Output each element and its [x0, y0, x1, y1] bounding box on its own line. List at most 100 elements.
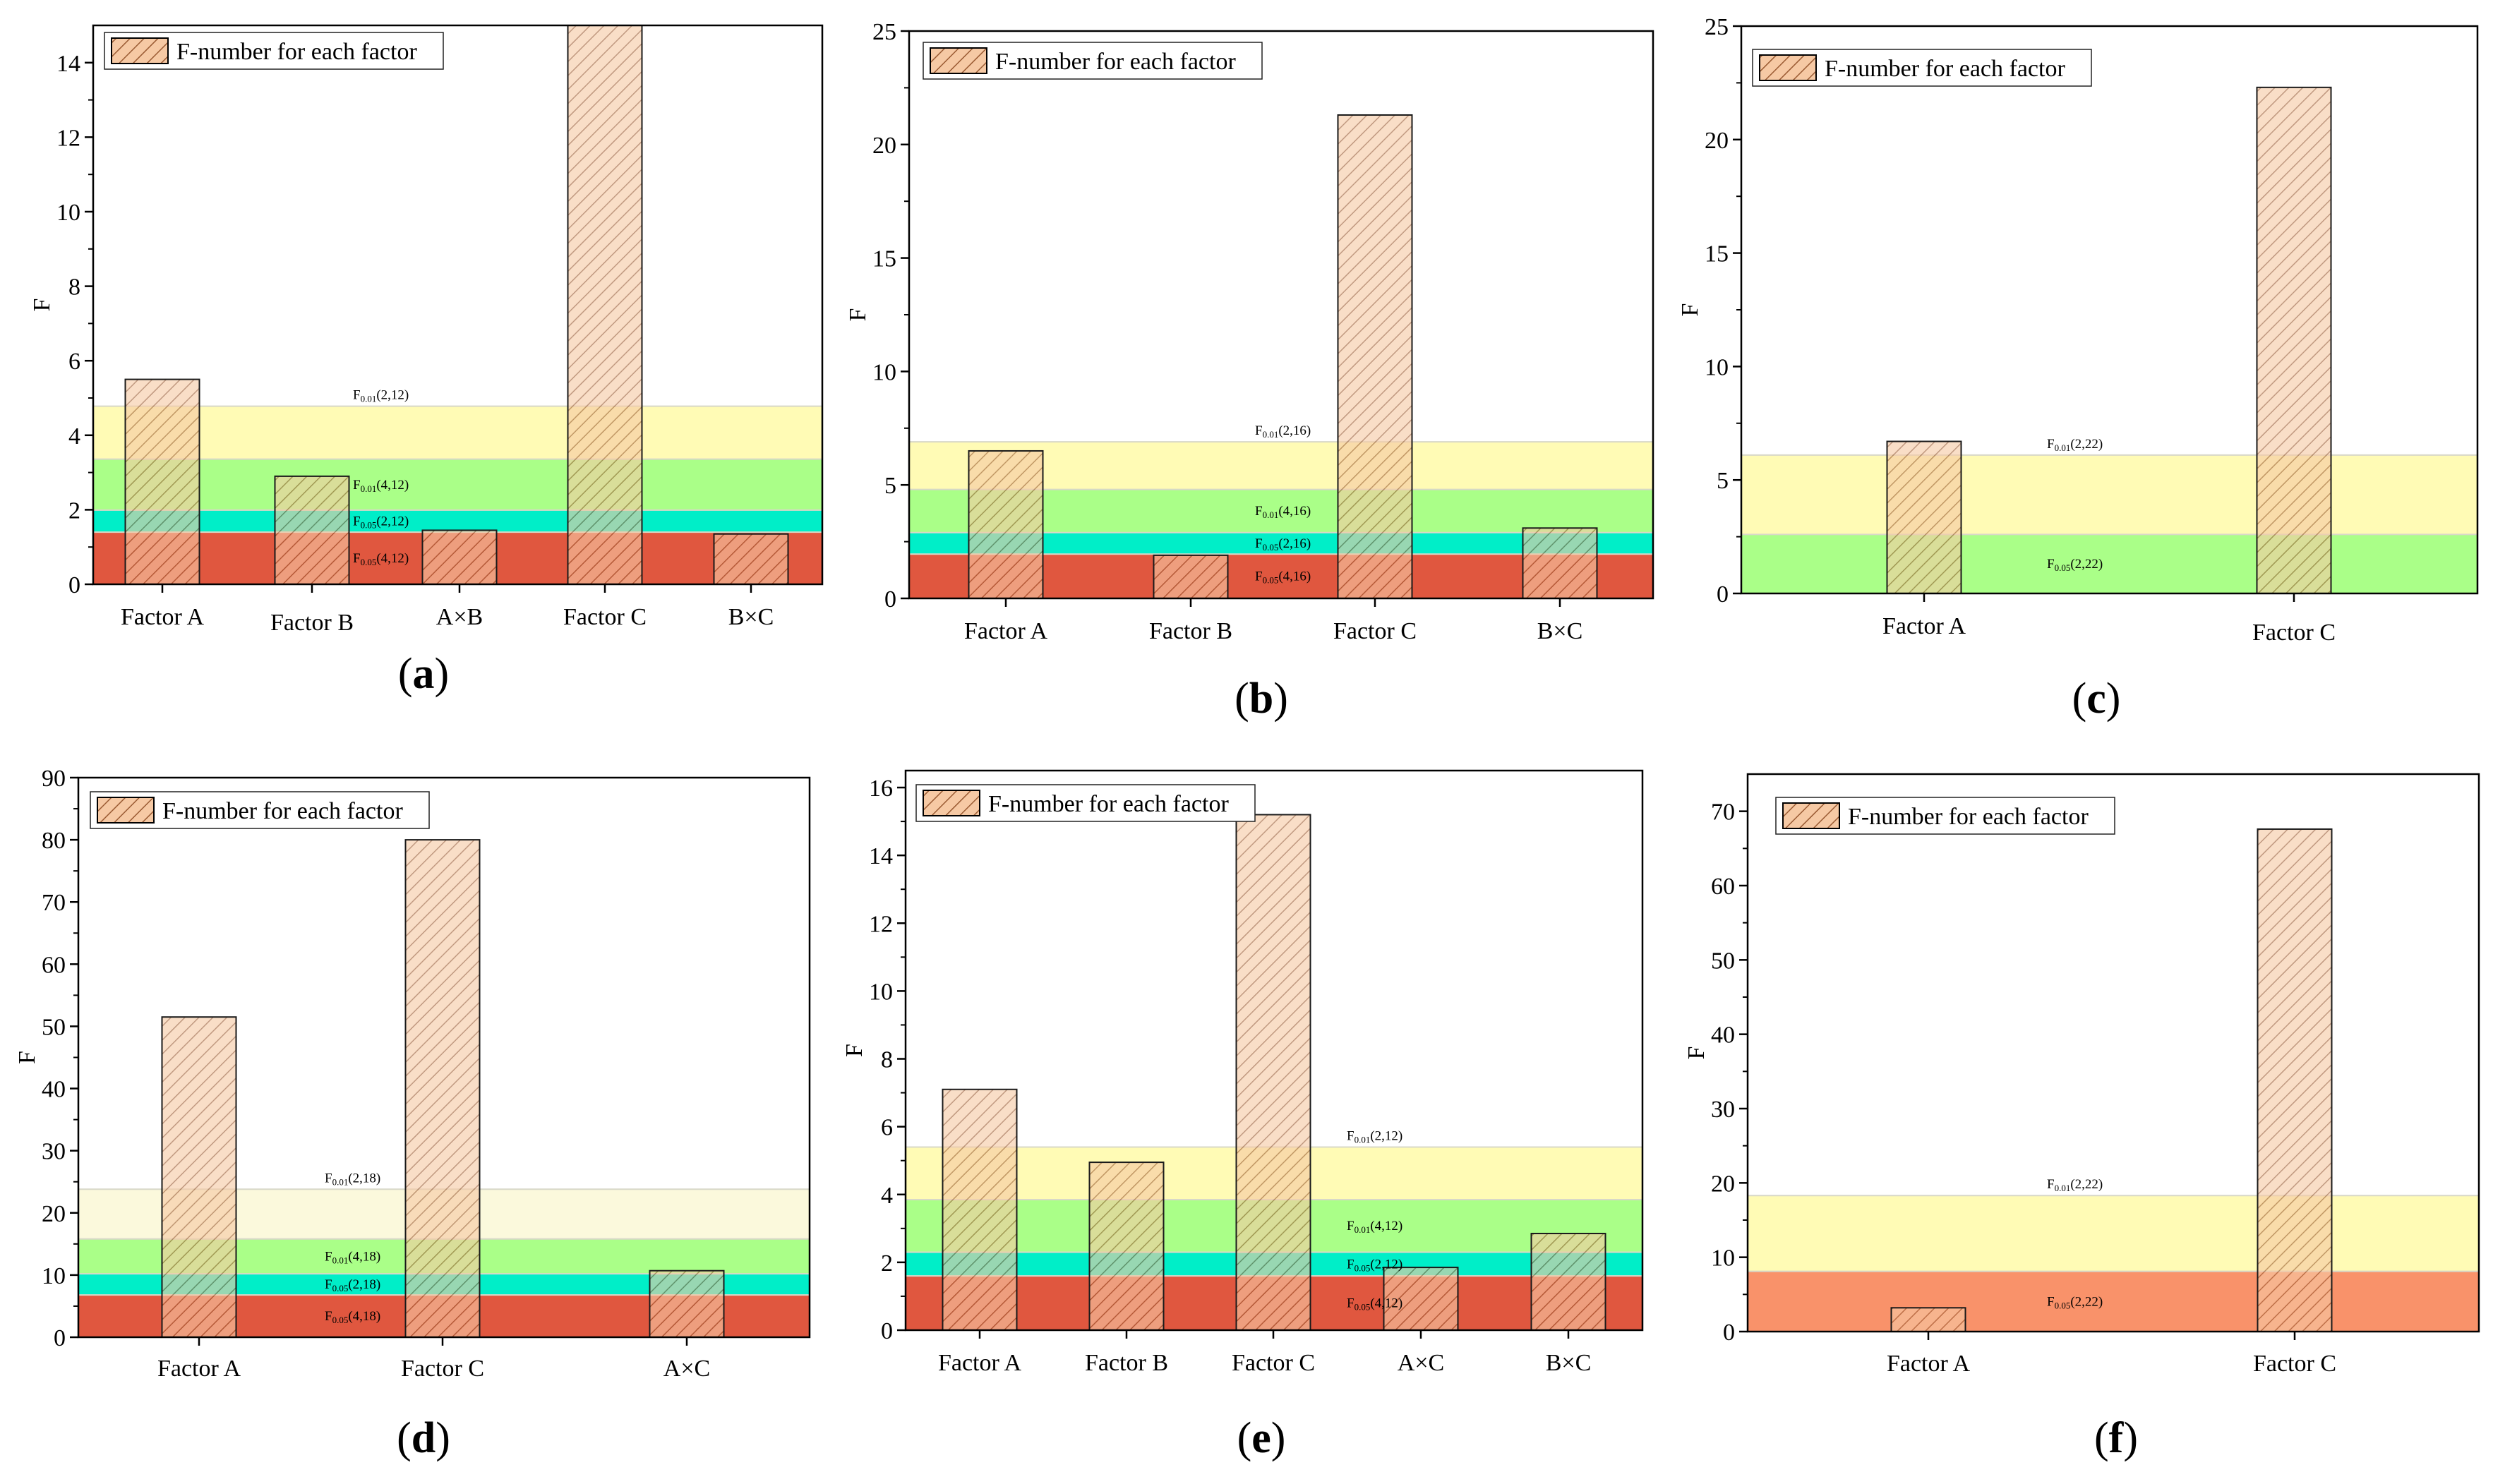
- legend: F-number for each factor: [923, 42, 1263, 80]
- x-tick-label: A×B: [436, 604, 483, 630]
- threshold-label: F0.01(4,16): [1255, 504, 1311, 520]
- bar-factor-b: [1153, 554, 1229, 599]
- y-tick-label: 70: [42, 890, 66, 916]
- x-tick-label: Factor C: [401, 1356, 484, 1382]
- bar-factor-a: [1886, 440, 1962, 595]
- bar-b-c: [1522, 527, 1598, 600]
- bar-a-c: [649, 1269, 725, 1338]
- bar-b-c: [1530, 1233, 1606, 1331]
- legend: F-number for each factor: [1775, 797, 2115, 835]
- panel-label: (c): [2072, 675, 2121, 723]
- legend-label: F-number for each factor: [995, 49, 1236, 75]
- x-tick-label: Factor A: [121, 604, 204, 630]
- y-tick-label: 14: [869, 843, 893, 869]
- y-tick-label: 4: [68, 423, 80, 450]
- y-axis-label: F: [29, 298, 55, 312]
- y-axis-label: F: [14, 1051, 40, 1064]
- threshold-band-1: [93, 406, 822, 459]
- x-tick-label: Factor C: [563, 604, 647, 630]
- bar-factor-a: [968, 450, 1044, 600]
- bar-factor-c: [1337, 114, 1413, 599]
- panel-label: (e): [1237, 1414, 1286, 1462]
- chart-panel-f: F0.01(2,22)F0.05(2,22)010203040506070Fac…: [1683, 773, 2480, 1462]
- x-tick-label: Factor C: [1232, 1350, 1315, 1376]
- legend-label: F-number for each factor: [162, 798, 403, 824]
- x-tick-label: B×C: [1537, 618, 1583, 644]
- y-tick-label: 40: [42, 1077, 66, 1103]
- y-tick-label: 8: [881, 1047, 893, 1073]
- bar-factor-a: [942, 1088, 1018, 1331]
- chart-panel-b: F0.01(2,16)F0.01(4,16)F0.05(2,16)F0.05(4…: [845, 19, 1654, 723]
- threshold-label: F0.01(2,12): [353, 388, 409, 404]
- y-tick-label: 12: [56, 125, 80, 151]
- x-tick-label: Factor C: [2253, 1351, 2336, 1377]
- legend-label: F-number for each factor: [1848, 804, 2089, 830]
- y-tick-label: 6: [881, 1115, 893, 1141]
- y-tick-label: 0: [54, 1325, 66, 1351]
- y-tick-label: 80: [42, 828, 66, 854]
- y-tick-label: 25: [1705, 14, 1729, 40]
- legend: F-number for each factor: [915, 784, 1256, 822]
- legend-label: F-number for each factor: [176, 39, 417, 65]
- y-tick-label: 40: [1711, 1022, 1735, 1049]
- panel-label: (f): [2094, 1414, 2138, 1462]
- threshold-band-2: [1748, 1271, 2479, 1332]
- bar-factor-c: [404, 839, 481, 1338]
- x-tick-label: Factor A: [157, 1356, 241, 1382]
- y-tick-label: 0: [1723, 1320, 1735, 1346]
- y-tick-label: 20: [1711, 1171, 1735, 1197]
- legend-swatch: [1782, 802, 1840, 829]
- threshold-band-2: [1741, 534, 2477, 593]
- legend: F-number for each factor: [90, 791, 430, 829]
- y-tick-label: 25: [872, 19, 896, 45]
- y-tick-label: 4: [881, 1183, 893, 1209]
- y-tick-label: 30: [42, 1139, 66, 1165]
- y-tick-label: 10: [42, 1263, 66, 1289]
- y-tick-label: 6: [68, 349, 80, 375]
- threshold-band-3: [93, 509, 822, 533]
- y-axis-label: F: [1677, 303, 1703, 317]
- y-tick-label: 50: [1711, 948, 1735, 974]
- plot-frame: [92, 24, 824, 586]
- y-tick-label: 0: [1717, 581, 1729, 608]
- bar-factor-a: [161, 1016, 237, 1338]
- y-tick-label: 15: [1705, 241, 1729, 267]
- x-tick-label: A×C: [663, 1356, 710, 1382]
- y-tick-label: 20: [42, 1201, 66, 1227]
- x-tick-label: B×C: [728, 604, 774, 630]
- y-tick-label: 0: [881, 1318, 893, 1344]
- bar-a-b: [421, 529, 498, 585]
- y-tick-label: 2: [68, 497, 80, 524]
- x-tick-label: Factor C: [2252, 620, 2336, 646]
- y-tick-label: 5: [884, 473, 896, 499]
- legend-swatch: [1759, 54, 1817, 81]
- threshold-label: F0.05(2,12): [1347, 1257, 1402, 1273]
- y-tick-label: 50: [42, 1014, 66, 1040]
- x-tick-label: Factor B: [1085, 1350, 1168, 1376]
- x-tick-label: A×C: [1398, 1350, 1444, 1376]
- legend: F-number for each factor: [104, 32, 444, 70]
- y-tick-label: 12: [869, 911, 893, 937]
- y-tick-label: 15: [872, 246, 896, 272]
- legend: F-number for each factor: [1752, 49, 2092, 87]
- y-tick-label: 10: [1711, 1245, 1735, 1272]
- bar-a-c: [1383, 1267, 1459, 1332]
- bar-b-c: [713, 533, 789, 585]
- y-tick-label: 10: [872, 359, 896, 385]
- x-tick-label: Factor B: [270, 610, 354, 636]
- threshold-label: F0.01(2,22): [2047, 437, 2103, 453]
- legend-swatch: [930, 47, 987, 74]
- y-tick-label: 5: [1717, 468, 1729, 494]
- panel-label: (d): [397, 1414, 450, 1462]
- legend-label: F-number for each factor: [988, 791, 1229, 817]
- y-axis-label: F: [845, 308, 871, 322]
- x-tick-label: Factor A: [1882, 613, 1966, 639]
- x-tick-label: Factor C: [1333, 618, 1417, 644]
- bar-factor-c: [1235, 814, 1311, 1331]
- legend-swatch: [923, 790, 980, 816]
- y-tick-label: 60: [1711, 874, 1735, 900]
- y-tick-label: 10: [869, 979, 893, 1005]
- panel-label: (b): [1235, 675, 1288, 723]
